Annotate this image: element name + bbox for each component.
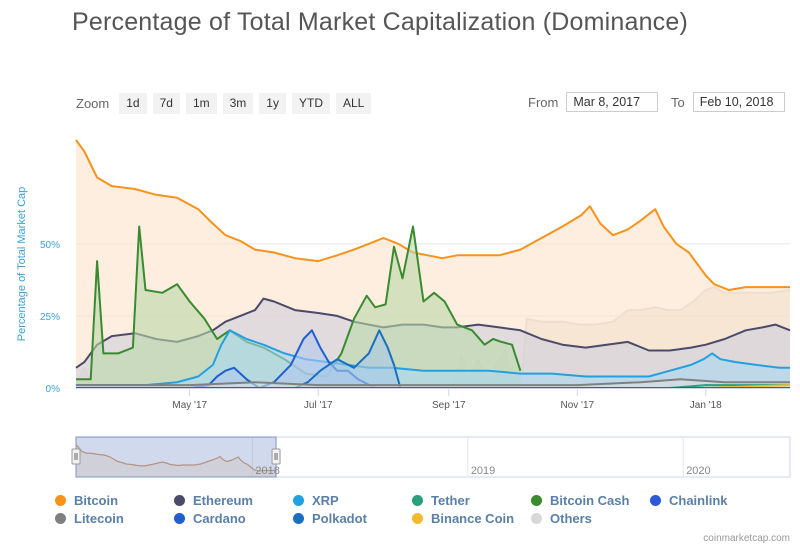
legend-marker: [293, 495, 304, 506]
legend-label: Binance Coin: [431, 511, 515, 526]
legend-label: XRP: [312, 493, 339, 508]
legend-label: Others: [550, 511, 592, 526]
legend-marker: [412, 513, 423, 524]
dominance-chart: 0% 25% 50% Percentage of Total Market Cap Ma…: [16, 139, 791, 478]
legend-item-polkadot[interactable]: Polkadot: [293, 511, 367, 526]
y-tick-label: 50%: [40, 240, 60, 251]
legend-label: Chainlink: [669, 493, 728, 508]
zoom-ytd-button[interactable]: YTD: [291, 92, 330, 114]
zoom-3m-button[interactable]: 3m: [222, 92, 254, 114]
zoom-controls: Zoom 1d 7d 1m 3m 1y YTD ALL: [76, 92, 372, 114]
legend-marker: [531, 495, 542, 506]
legend-marker: [293, 513, 304, 524]
legend-label: Litecoin: [74, 511, 124, 526]
legend-label: Ethereum: [193, 493, 253, 508]
legend-item-xrp[interactable]: XRP: [293, 493, 339, 508]
y-axis-label: Percentage of Total Market Cap: [16, 187, 28, 342]
navigator-area: [76, 445, 276, 477]
zoom-1m-button[interactable]: 1m: [185, 92, 217, 114]
litecoin-line: [76, 378, 790, 387]
to-range: To: [671, 92, 785, 112]
legend-item-litecoin[interactable]: Litecoin: [55, 511, 124, 526]
y-tick-label: 25%: [40, 312, 60, 323]
x-tick-label: Nov '17: [560, 400, 594, 411]
legend-marker: [412, 495, 423, 506]
legend-item-others[interactable]: Others: [531, 511, 592, 526]
credit-link[interactable]: coinmarketcap.com: [703, 533, 790, 544]
zoom-label: Zoom: [76, 95, 110, 111]
y-tick-label: 0%: [46, 384, 61, 395]
legend-item-cardano[interactable]: Cardano: [174, 511, 246, 526]
zoom-all-button[interactable]: ALL: [335, 92, 372, 114]
series-group: [75, 139, 791, 389]
legend-item-bitcoin-cash[interactable]: Bitcoin Cash: [531, 493, 629, 508]
navigator-line: [75, 444, 276, 472]
bitcoin-cash-area: [76, 226, 521, 388]
navigator-year-label: 2020: [686, 465, 710, 477]
xrp-area: [76, 330, 790, 388]
from-label: From: [528, 94, 559, 110]
from-date-input[interactable]: [566, 92, 659, 112]
navigator-right-handle[interactable]: [271, 448, 281, 465]
x-tick-label: Jan '18: [690, 400, 722, 411]
navigator-year-label: 2019: [471, 465, 495, 477]
legend-item-chainlink[interactable]: Chainlink: [650, 493, 728, 508]
legend-marker: [650, 495, 661, 506]
legend-marker: [55, 495, 66, 506]
x-tick-label: Sep '17: [432, 400, 466, 411]
legend-item-ethereum[interactable]: Ethereum: [174, 493, 253, 508]
polkadot-area: [76, 330, 401, 388]
navigator-selection[interactable]: [75, 436, 277, 478]
legend-marker: [531, 513, 542, 524]
legend-marker: [174, 513, 185, 524]
legend-item-binance-coin[interactable]: Binance Coin: [412, 511, 514, 526]
to-date-input[interactable]: [692, 92, 785, 112]
legend-marker: [174, 495, 185, 506]
x-tick-label: May '17: [172, 400, 207, 411]
legend-marker: [55, 513, 66, 524]
legend-label: Polkadot: [312, 511, 367, 526]
navigator: 2018 2019 2020: [71, 436, 791, 478]
from-range: From: [528, 92, 659, 112]
legend-label: Tether: [431, 493, 470, 508]
legend-label: Bitcoin Cash: [550, 493, 630, 508]
zoom-1y-button[interactable]: 1y: [259, 92, 286, 114]
bitcoin-line: [75, 139, 790, 291]
chart-title: Percentage of Total Market Capitalizatio…: [72, 8, 688, 36]
x-tick-label: Jul '17: [304, 400, 333, 411]
zoom-1d-button[interactable]: 1d: [119, 92, 147, 114]
legend-item-bitcoin[interactable]: Bitcoin: [55, 493, 118, 508]
navigator-year-label: 2018: [255, 465, 279, 477]
navigator-left-handle[interactable]: [71, 448, 81, 465]
litecoin-area: [76, 379, 790, 388]
xrp-line: [76, 329, 790, 387]
to-label: To: [671, 94, 685, 110]
cardano-area: [76, 330, 376, 388]
zoom-7d-button[interactable]: 7d: [152, 92, 180, 114]
legend-label: Bitcoin: [74, 493, 119, 508]
legend-item-tether[interactable]: Tether: [412, 493, 470, 508]
legend-label: Cardano: [193, 511, 246, 526]
